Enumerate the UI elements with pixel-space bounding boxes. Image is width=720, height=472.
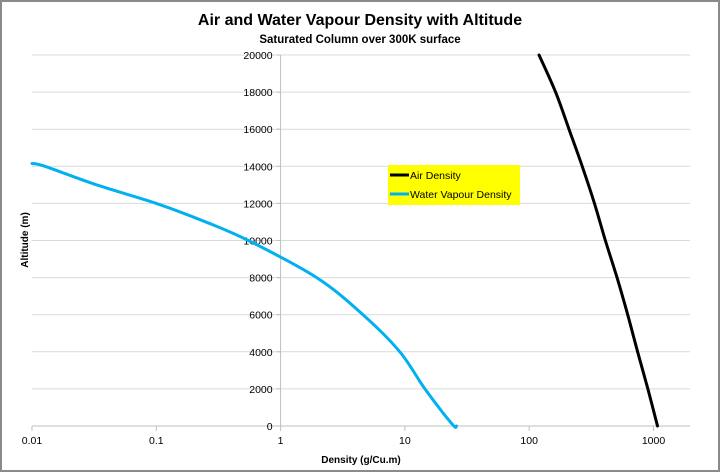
x-tick-label: 1 (278, 435, 284, 447)
y-tick-label: 10000 (243, 236, 272, 248)
y-tick-label: 2000 (249, 384, 273, 396)
y-tick-label: 20000 (243, 50, 272, 62)
x-axis-label: Density (g/Cu.m) (321, 455, 400, 466)
legend-box (388, 165, 520, 205)
chart-title: Air and Water Vapour Density with Altitu… (198, 12, 522, 29)
x-tick-label: 0.01 (22, 435, 43, 447)
y-tick-label: 0 (267, 421, 273, 433)
legend: Air Density Water Vapour Density (388, 165, 520, 205)
x-tick-label: 10 (399, 435, 411, 447)
y-tick-label: 12000 (243, 198, 272, 210)
y-axis-label: Altitude (m) (20, 212, 31, 268)
y-tick-label: 8000 (249, 273, 273, 285)
x-tick-label: 100 (520, 435, 538, 447)
y-tick-label: 6000 (249, 310, 273, 322)
series-line-air-density (537, 53, 660, 428)
legend-label-water: Water Vapour Density (410, 189, 512, 201)
legend-label-air: Air Density (410, 170, 462, 182)
y-tick-label: 4000 (249, 347, 273, 359)
series-line-water-vapour-density (30, 162, 458, 429)
y-tick-label: 18000 (243, 87, 272, 99)
chart-subtitle: Saturated Column over 300K surface (259, 34, 460, 46)
y-tick-label: 14000 (243, 161, 272, 173)
x-tick-label: 0.1 (149, 435, 164, 447)
x-tick-label: 1000 (642, 435, 666, 447)
y-tick-label: 16000 (243, 124, 272, 136)
